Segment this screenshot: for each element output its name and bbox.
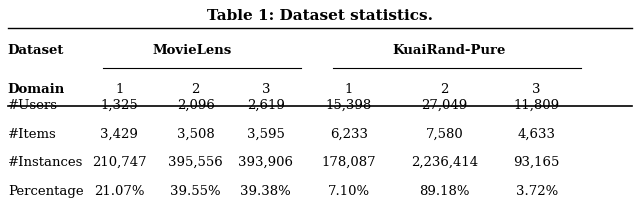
Text: 3: 3: [532, 82, 541, 95]
Text: #Items: #Items: [8, 127, 56, 140]
Text: #Users: #Users: [8, 98, 58, 111]
Text: 15,398: 15,398: [326, 98, 372, 111]
Text: 4,633: 4,633: [518, 127, 556, 140]
Text: 3: 3: [262, 82, 270, 95]
Text: 1,325: 1,325: [100, 98, 138, 111]
Text: 395,556: 395,556: [168, 156, 223, 169]
Text: 3,508: 3,508: [177, 127, 214, 140]
Text: 39.38%: 39.38%: [241, 184, 291, 197]
Text: 178,087: 178,087: [321, 156, 376, 169]
Text: 2,096: 2,096: [177, 98, 214, 111]
Text: 2: 2: [191, 82, 200, 95]
Text: 3.72%: 3.72%: [516, 184, 558, 197]
Text: 39.55%: 39.55%: [170, 184, 221, 197]
Text: 2,236,414: 2,236,414: [411, 156, 478, 169]
Text: Dataset: Dataset: [8, 44, 64, 57]
Text: 393,906: 393,906: [238, 156, 293, 169]
Text: 210,747: 210,747: [92, 156, 147, 169]
Text: 93,165: 93,165: [513, 156, 560, 169]
Text: KuaiRand-Pure: KuaiRand-Pure: [392, 44, 506, 57]
Text: 1: 1: [344, 82, 353, 95]
Text: MovieLens: MovieLens: [153, 44, 232, 57]
Text: 7,580: 7,580: [426, 127, 463, 140]
Text: Table 1: Dataset statistics.: Table 1: Dataset statistics.: [207, 9, 433, 23]
Text: 27,049: 27,049: [421, 98, 467, 111]
Text: 7.10%: 7.10%: [328, 184, 370, 197]
Text: 89.18%: 89.18%: [419, 184, 470, 197]
Text: Percentage: Percentage: [8, 184, 83, 197]
Text: 6,233: 6,233: [330, 127, 367, 140]
Text: 21.07%: 21.07%: [94, 184, 145, 197]
Text: 3,429: 3,429: [100, 127, 138, 140]
Text: 2,619: 2,619: [247, 98, 285, 111]
Text: 11,809: 11,809: [513, 98, 560, 111]
Text: 3,595: 3,595: [247, 127, 285, 140]
Text: 2: 2: [440, 82, 449, 95]
Text: 1: 1: [115, 82, 124, 95]
Text: #Instances: #Instances: [8, 156, 83, 169]
Text: Domain: Domain: [8, 82, 65, 95]
